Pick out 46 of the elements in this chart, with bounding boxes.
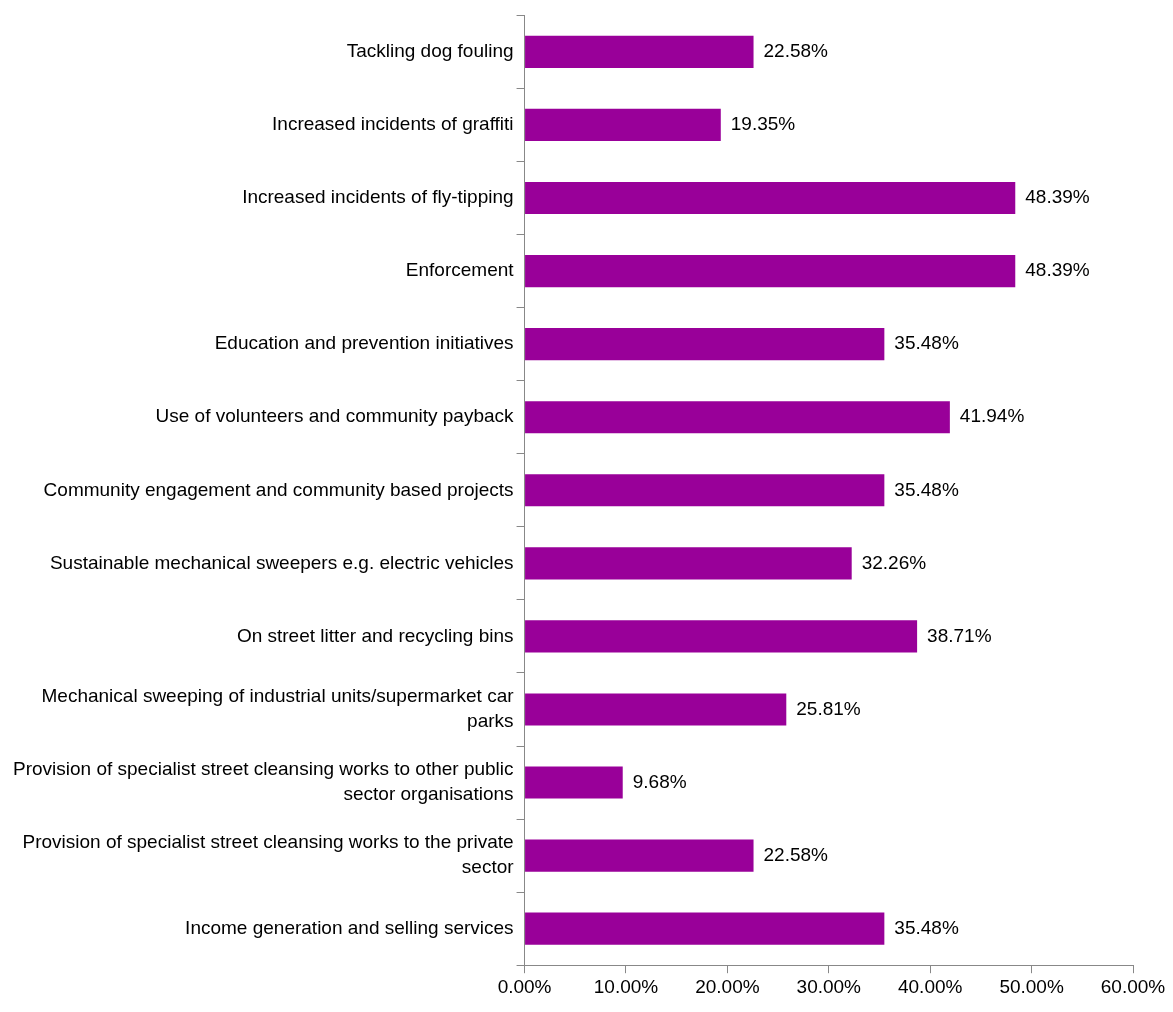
bar: [525, 547, 852, 580]
data-label: 35.48%: [894, 332, 959, 354]
y-tick-label: Increased incidents of fly-tipping: [242, 186, 514, 208]
y-tick-label: Community engagement and community based projects: [43, 478, 514, 500]
data-label: 35.48%: [894, 478, 959, 500]
x-tick-label: 10.00%: [593, 975, 659, 997]
bar: [525, 108, 721, 142]
y-tick-label: Education and prevention initiatives: [214, 332, 514, 354]
bar: [525, 328, 885, 361]
y-tick-label: Enforcement: [405, 259, 515, 281]
bar: [525, 474, 885, 507]
y-tick-label: Income generation and selling services: [185, 916, 514, 938]
x-tick-label: 0.00%: [497, 975, 552, 997]
data-label: 19.35%: [730, 113, 796, 135]
x-tick-label: 30.00%: [796, 975, 862, 997]
bar: [525, 35, 754, 68]
x-tick-label: 60.00%: [1100, 975, 1166, 997]
bar: [525, 181, 1016, 215]
y-tick-label: Provision of specialist street cleansing works to the private sector: [22, 831, 515, 878]
bar: [525, 693, 787, 726]
y-tick-label: On street litter and recycling bins: [236, 624, 514, 646]
data-label: 25.81%: [796, 697, 861, 719]
data-label: 32.26%: [861, 551, 927, 573]
data-label: 9.68%: [632, 770, 687, 792]
data-label: 48.39%: [1025, 186, 1090, 208]
data-label: 22.58%: [763, 843, 829, 865]
data-label: 35.48%: [894, 916, 959, 938]
data-label: 48.39%: [1025, 259, 1090, 281]
x-tick-label: 20.00%: [695, 975, 760, 997]
bar: [525, 620, 918, 653]
y-tick-label: Increased incidents of graffiti: [272, 113, 514, 135]
x-tick-label: 50.00%: [999, 975, 1064, 997]
y-tick-label: Provision of specialist street cleansing works to other public sector organisations: [12, 758, 514, 805]
y-tick-label: Mechanical sweeping of industrial units/supermarket car parks: [41, 685, 515, 732]
y-tick-label: Sustainable mechanical sweepers e.g. electric vehicles: [49, 551, 514, 573]
y-tick-label: Tackling dog fouling: [346, 40, 514, 62]
x-tick-label: 40.00%: [897, 975, 963, 997]
bar: [525, 401, 950, 434]
bar: [525, 912, 885, 945]
bar: [525, 766, 623, 799]
data-label: 22.58%: [763, 40, 829, 62]
data-label: 38.71%: [927, 624, 992, 646]
y-tick-label: Use of volunteers and community payback: [155, 405, 515, 427]
bar: [525, 255, 1016, 288]
bar: [525, 839, 754, 872]
data-label: 41.94%: [959, 405, 1025, 427]
